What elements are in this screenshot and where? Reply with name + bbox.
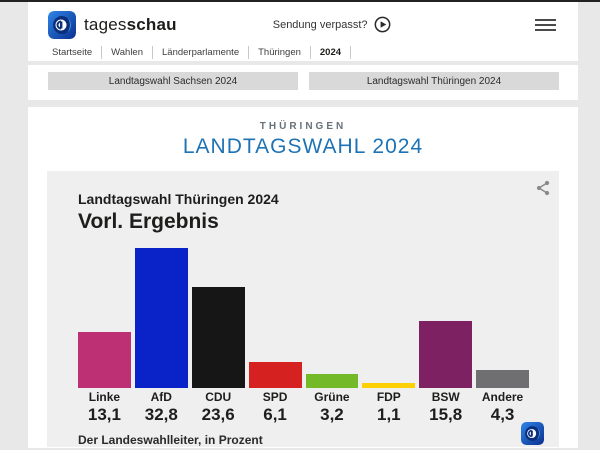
page-title: LANDTAGSWAHL 2024 xyxy=(182,135,424,158)
tab-landtagswahl-thueringen-2024[interactable]: Landtagswahl Thüringen 2024 xyxy=(309,72,559,90)
chart-title: Vorl. Ergebnis xyxy=(78,210,219,233)
tab-landtagswahl-sachsen-2024[interactable]: Landtagswahl Sachsen 2024 xyxy=(48,72,298,90)
page-kicker: THÜRINGEN xyxy=(259,121,347,132)
chart-column-fdp: FDP 1,1 xyxy=(362,383,416,425)
breadcrumb-item-2024[interactable]: 2024 xyxy=(311,45,352,59)
chart-bar-value: 3,2 xyxy=(320,405,344,424)
chart-column-bsw: BSW 15,8 xyxy=(419,321,473,425)
chart-bar-grüne xyxy=(305,374,359,388)
chart-bar-label: FDP xyxy=(376,390,401,404)
breadcrumb-item-startseite[interactable]: Startseite xyxy=(52,45,103,59)
sendung-verpasst-link[interactable]: Sendung verpasst? xyxy=(273,16,391,33)
brand-text-regular: tages xyxy=(84,14,127,34)
chart-column-grüne: Grüne 3,2 xyxy=(305,374,359,425)
breadcrumb-item-wahlen[interactable]: Wahlen xyxy=(102,45,153,59)
main-content: THÜRINGEN LANDTAGSWAHL 2024 Landtagswahl… xyxy=(28,107,578,448)
page: tagesschau Sendung verpasst? Startseite … xyxy=(28,2,578,448)
election-tabs: Landtagswahl Sachsen 2024 Landtagswahl T… xyxy=(28,65,578,100)
chart-bar-label: CDU xyxy=(205,390,232,404)
chart-bar-label: Linke xyxy=(88,390,121,404)
chart-bar-value: 15,8 xyxy=(429,405,463,424)
chart-column-spd: SPD 6,1 xyxy=(248,362,302,425)
chart-bar-andere xyxy=(476,370,529,388)
section-divider xyxy=(28,100,578,107)
chart-bar-linke xyxy=(78,332,131,388)
chart-bar-afd xyxy=(134,248,188,388)
chart-bar-bsw xyxy=(419,321,473,388)
chart-bar-spd xyxy=(248,362,302,388)
chart-bar-label: BSW xyxy=(431,390,460,404)
chart-source: Der Landeswahlleiter, in Prozent xyxy=(78,433,263,447)
chart-bar-cdu xyxy=(191,287,245,388)
chart-bar-label: Grüne xyxy=(314,390,350,404)
chart-bar-value: 4,3 xyxy=(490,405,515,424)
chart-bar-label: Andere xyxy=(481,390,524,404)
breadcrumb-item-thueringen[interactable]: Thüringen xyxy=(249,45,311,59)
top-border-line xyxy=(0,0,600,2)
chart-bar-label: AfD xyxy=(150,390,172,404)
sendung-verpasst-label: Sendung verpasst? xyxy=(272,18,368,31)
chart-column-andere: Andere 4,3 xyxy=(476,370,529,425)
brand-wordmark[interactable]: tagesschau xyxy=(84,15,177,35)
chart-bar-value: 13,1 xyxy=(87,405,121,424)
chart-bar-value: 6,1 xyxy=(263,405,287,424)
chart-bar-value: 32,8 xyxy=(144,405,178,424)
chart-column-linke: Linke 13,1 xyxy=(78,332,131,425)
share-icon[interactable] xyxy=(535,179,551,197)
chart-bar-label: SPD xyxy=(262,390,288,404)
breadcrumb: Startseite Wahlen Länderparlamente Thüri… xyxy=(28,43,578,61)
tagesschau-logo-icon[interactable] xyxy=(48,11,76,39)
brand-text-bold: schau xyxy=(126,14,177,34)
chart-column-cdu: CDU 23,6 xyxy=(191,287,245,425)
chart-bar-value: 1,1 xyxy=(376,405,401,424)
bar-chart: Linke 13,1 AfD 32,8 CDU 23,6 SPD 6,1 Grüne 3,2 FDP… xyxy=(78,248,529,425)
breadcrumb-item-laenderparlamente[interactable]: Länderparlamente xyxy=(153,45,250,59)
play-icon[interactable] xyxy=(374,16,391,33)
chart-bar-value: 23,6 xyxy=(201,405,235,424)
tagesschau-watermark-icon xyxy=(521,422,544,445)
chart-kicker: Landtagswahl Thüringen 2024 xyxy=(78,191,279,207)
result-chart-card: Landtagswahl Thüringen 2024 Vorl. Ergebn… xyxy=(47,171,559,447)
chart-bar-fdp xyxy=(362,383,416,388)
chart-column-afd: AfD 32,8 xyxy=(134,248,188,425)
hamburger-menu-icon[interactable] xyxy=(535,16,556,34)
site-header: tagesschau Sendung verpasst? Startseite … xyxy=(28,2,578,61)
